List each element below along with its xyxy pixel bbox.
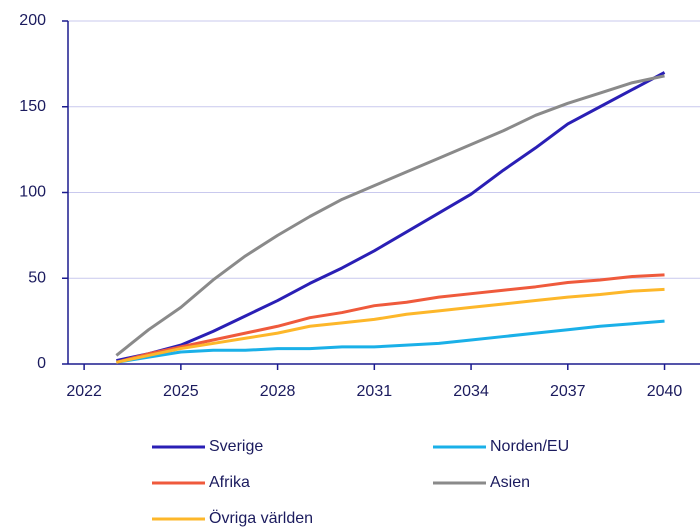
x-tick-label: 2022	[66, 383, 102, 400]
series-line	[115, 273, 665, 364]
legend-label: Asien	[490, 474, 530, 491]
legend-label: Sverige	[209, 438, 263, 455]
series-line	[115, 74, 665, 357]
y-tick-label: 100	[19, 184, 46, 201]
x-tick-label: 2025	[163, 383, 199, 400]
x-tick-label: 2028	[260, 383, 296, 400]
legend-label: Norden/EU	[490, 438, 569, 455]
legend-label: Afrika	[209, 474, 250, 491]
y-tick-label: 200	[19, 12, 46, 29]
series-line	[116, 319, 665, 364]
y-tick-label: 0	[37, 355, 46, 372]
y-tick-label: 50	[28, 269, 46, 286]
x-tick-label: 2037	[550, 383, 586, 400]
x-tick-label: 2034	[453, 383, 489, 400]
series-line	[116, 287, 665, 364]
series-line	[116, 71, 666, 363]
x-tick-label: 2031	[357, 383, 393, 400]
x-tick-label: 2040	[647, 383, 683, 400]
legend-label: Övriga världen	[209, 509, 313, 527]
y-tick-label: 150	[19, 98, 46, 115]
